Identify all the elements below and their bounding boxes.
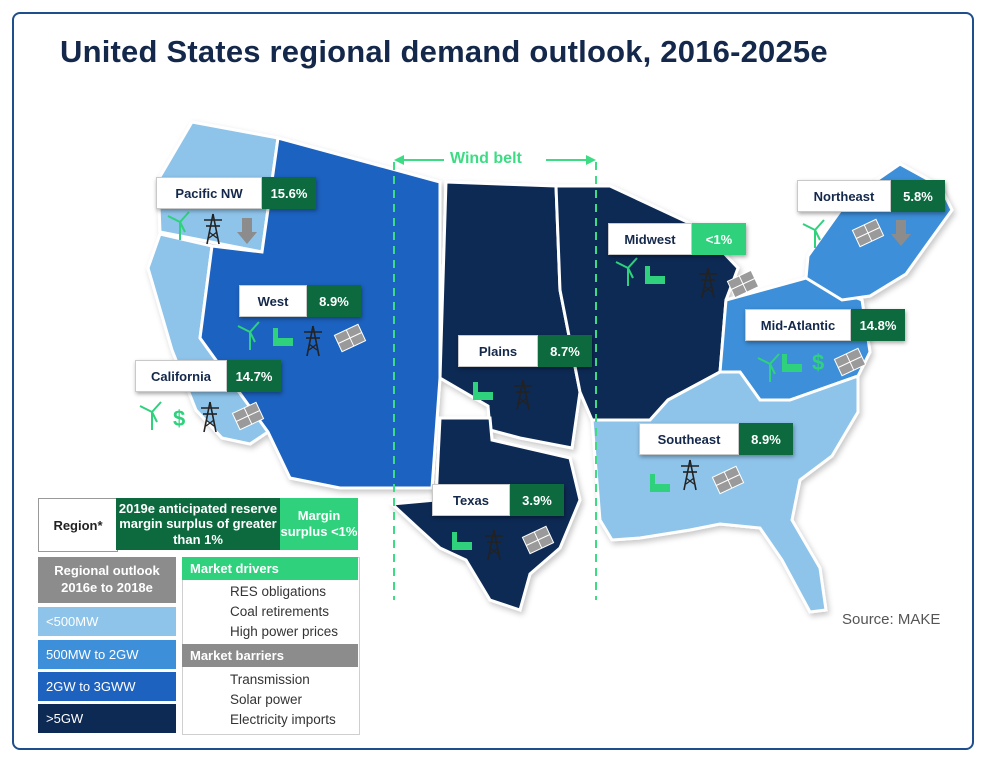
legend-outlook-row: >5GW [38, 704, 176, 733]
callout-pacific-nw: Pacific NW 15.6% [156, 177, 316, 209]
callout-plains: Plains 8.7% [458, 335, 592, 367]
source-note: Source: MAKE [842, 611, 941, 628]
region-value: 14.8% [851, 309, 905, 341]
region-value: 5.8% [891, 180, 945, 212]
region-label: California [135, 360, 227, 392]
legend-driver-item: RES obligations [230, 584, 327, 599]
callout-northeast: Northeast 5.8% [797, 180, 945, 212]
region-label: Southeast [639, 423, 739, 455]
legend-driver-item: High power prices [230, 624, 339, 639]
region-value: 3.9% [510, 484, 564, 516]
legend-barrier-item: Transmission [230, 672, 310, 687]
callout-west: West 8.9% [239, 285, 361, 317]
high-power-prices-icon: $ [812, 350, 824, 375]
region-value: <1% [692, 223, 746, 255]
wind-belt-label: Wind belt [450, 150, 522, 167]
region-label: Northeast [797, 180, 891, 212]
legend-surplus-lt1: Margin surplus <1% [280, 498, 358, 550]
page-title: United States regional demand outlook, 2… [60, 34, 828, 69]
region-value: 8.7% [538, 335, 592, 367]
legend-drivers-header: Market drivers [182, 557, 358, 580]
region-label: Pacific NW [156, 177, 262, 209]
legend-barriers-header: Market barriers [182, 644, 358, 667]
legend-outlook-header: Regional outlook 2016e to 2018e [38, 557, 176, 603]
region-label: Texas [432, 484, 510, 516]
legend-barrier-item: Solar power [230, 692, 303, 707]
region-label: Midwest [608, 223, 692, 255]
res-obligations-icon [139, 401, 162, 431]
callout-texas: Texas 3.9% [432, 484, 564, 516]
callout-california: California 14.7% [135, 360, 281, 392]
region-value: 14.7% [227, 360, 281, 392]
legend-outlook-row: 2GW to 3GWW [38, 672, 176, 701]
region-value: 8.9% [307, 285, 361, 317]
legend-driver-item: Coal retirements [230, 604, 330, 619]
region-label: West [239, 285, 307, 317]
region-label: Mid-Atlantic [745, 309, 851, 341]
legend-barrier-item: Electricity imports [230, 712, 336, 727]
legend-surplus-gt1: 2019e anticipated reserve margin surplus… [116, 498, 280, 550]
callout-mid-atlantic: Mid-Atlantic 14.8% [745, 309, 905, 341]
callout-midwest: Midwest <1% [608, 223, 746, 255]
callout-southeast: Southeast 8.9% [639, 423, 793, 455]
region-value: 8.9% [739, 423, 793, 455]
legend-outlook-row: 500MW to 2GW [38, 640, 176, 669]
high-power-prices-icon: $ [173, 406, 185, 431]
region-label: Plains [458, 335, 538, 367]
region-value: 15.6% [262, 177, 316, 209]
legend-region-header: Region* [38, 498, 118, 552]
legend-outlook-row: <500MW [38, 607, 176, 636]
